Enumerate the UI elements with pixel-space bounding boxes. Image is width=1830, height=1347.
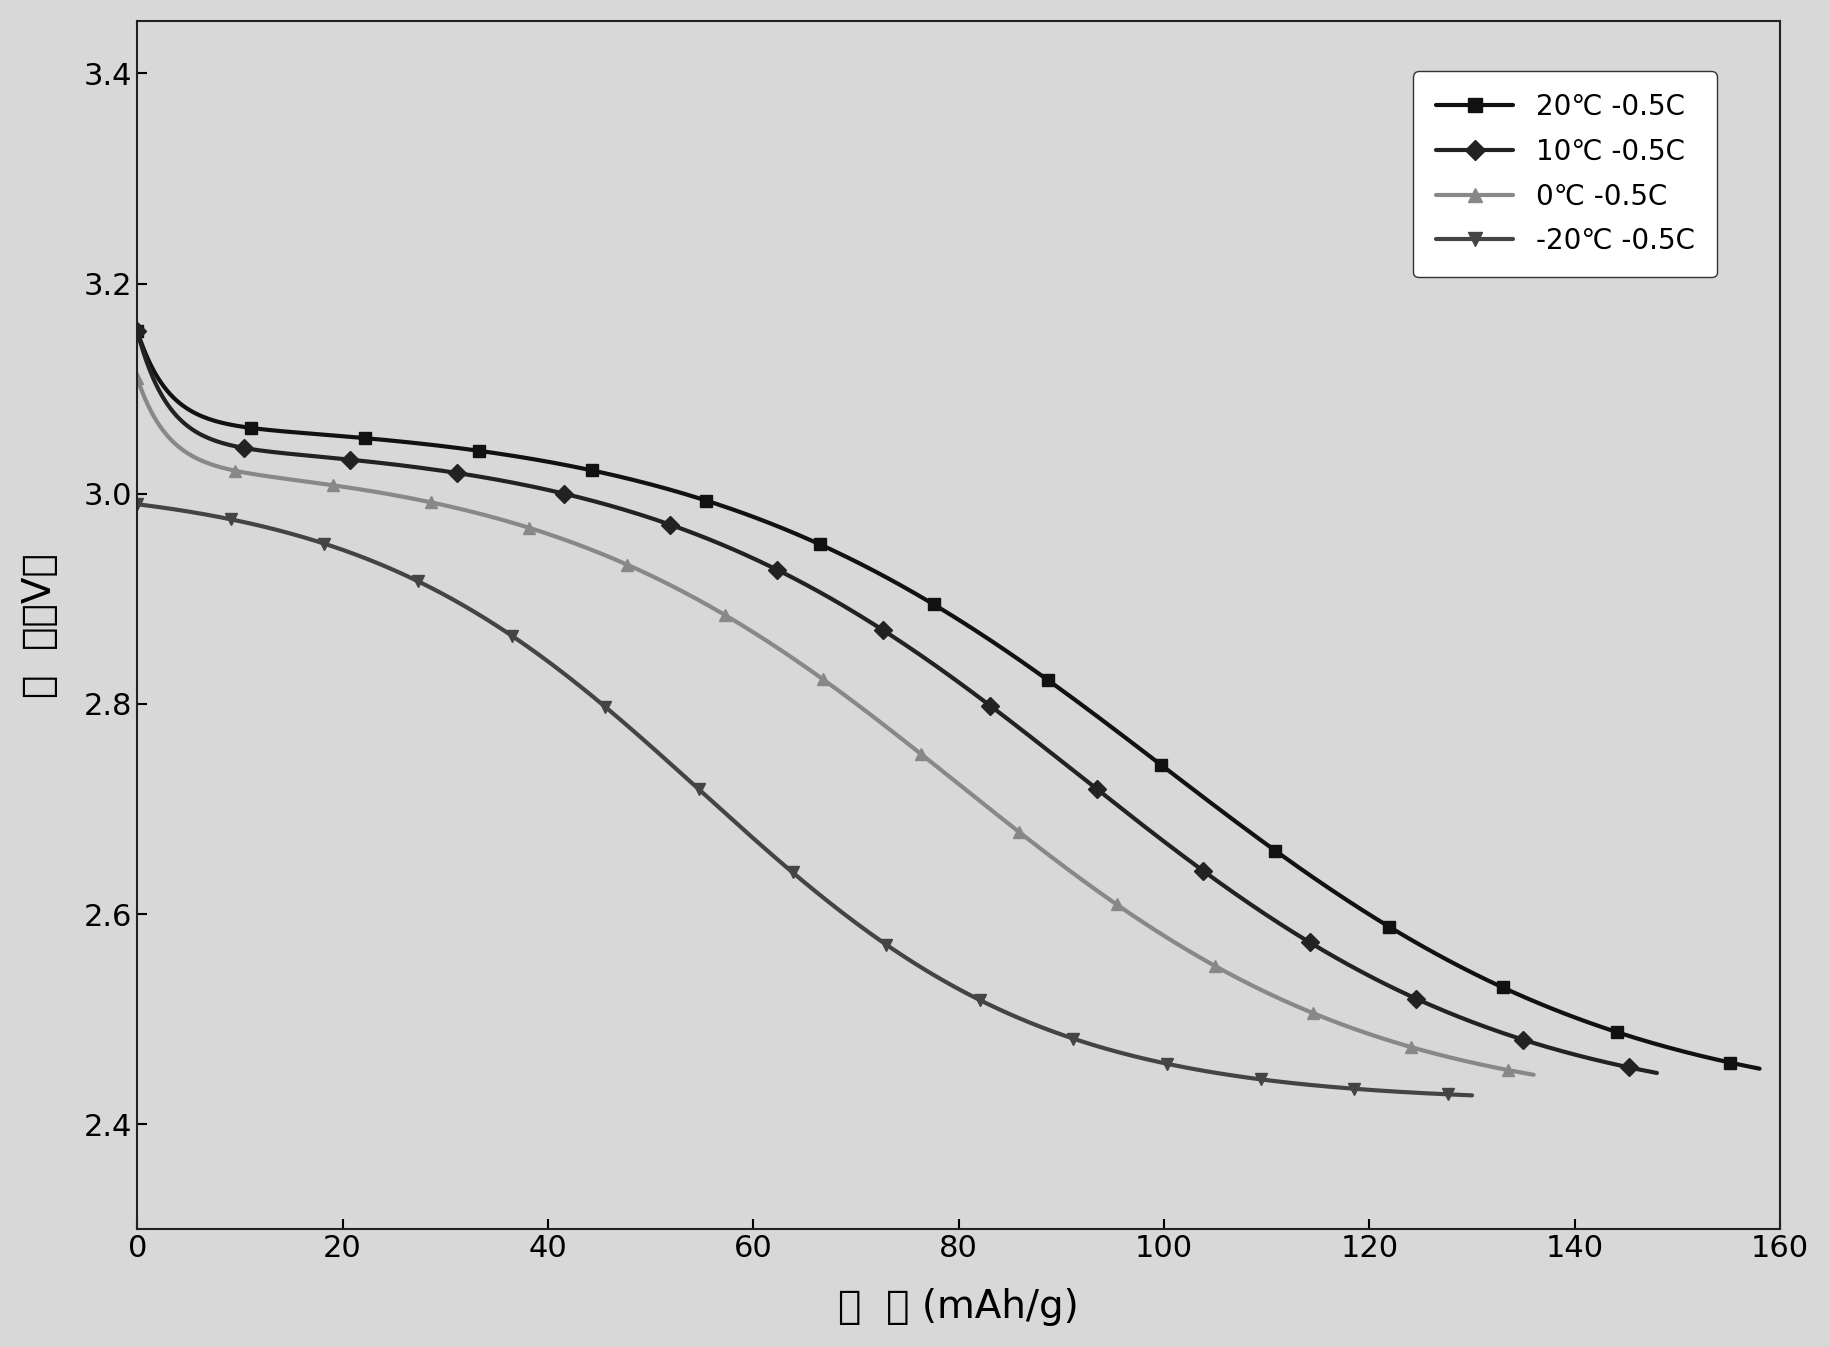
10℃ -0.5C bbox=[126, 323, 148, 339]
-20℃ -0.5C bbox=[1460, 1087, 1482, 1103]
-20℃ -0.5C bbox=[1221, 1067, 1243, 1083]
0℃ -0.5C bbox=[126, 370, 148, 387]
0℃ -0.5C bbox=[1270, 991, 1292, 1008]
20℃ -0.5C bbox=[1749, 1060, 1771, 1076]
Line: 20℃ -0.5C: 20℃ -0.5C bbox=[132, 325, 1766, 1075]
-20℃ -0.5C bbox=[920, 966, 942, 982]
10℃ -0.5C bbox=[1372, 975, 1394, 991]
0℃ -0.5C bbox=[1490, 1060, 1512, 1076]
-20℃ -0.5C bbox=[769, 853, 791, 869]
10℃ -0.5C bbox=[948, 675, 970, 691]
0℃ -0.5C bbox=[882, 723, 904, 740]
-20℃ -0.5C bbox=[759, 846, 781, 862]
Y-axis label: 电  压（V）: 电 压（V） bbox=[20, 552, 59, 698]
10℃ -0.5C bbox=[847, 607, 869, 624]
-20℃ -0.5C bbox=[849, 917, 871, 933]
0℃ -0.5C bbox=[798, 661, 820, 678]
-20℃ -0.5C bbox=[126, 496, 148, 512]
20℃ -0.5C bbox=[1457, 962, 1479, 978]
10℃ -0.5C bbox=[1609, 1057, 1631, 1074]
0℃ -0.5C bbox=[957, 784, 979, 800]
Legend: 20℃ -0.5C, 10℃ -0.5C, 0℃ -0.5C, -20℃ -0.5C: 20℃ -0.5C, 10℃ -0.5C, 0℃ -0.5C, -20℃ -0.… bbox=[1413, 71, 1717, 277]
10℃ -0.5C bbox=[1030, 737, 1052, 753]
20℃ -0.5C bbox=[1093, 713, 1114, 729]
0℃ -0.5C bbox=[1523, 1067, 1545, 1083]
10℃ -0.5C bbox=[856, 613, 878, 629]
20℃ -0.5C bbox=[126, 323, 148, 339]
Line: -20℃ -0.5C: -20℃ -0.5C bbox=[132, 498, 1479, 1102]
20℃ -0.5C bbox=[897, 581, 919, 597]
20℃ -0.5C bbox=[1005, 649, 1027, 665]
Line: 10℃ -0.5C: 10℃ -0.5C bbox=[132, 325, 1663, 1079]
0℃ -0.5C bbox=[789, 656, 811, 672]
20℃ -0.5C bbox=[1709, 1052, 1731, 1068]
-20℃ -0.5C bbox=[1429, 1086, 1451, 1102]
X-axis label: 容  量 (mAh/g): 容 量 (mAh/g) bbox=[838, 1288, 1080, 1327]
Line: 0℃ -0.5C: 0℃ -0.5C bbox=[132, 372, 1539, 1082]
20℃ -0.5C bbox=[906, 587, 928, 603]
10℃ -0.5C bbox=[1645, 1065, 1667, 1082]
